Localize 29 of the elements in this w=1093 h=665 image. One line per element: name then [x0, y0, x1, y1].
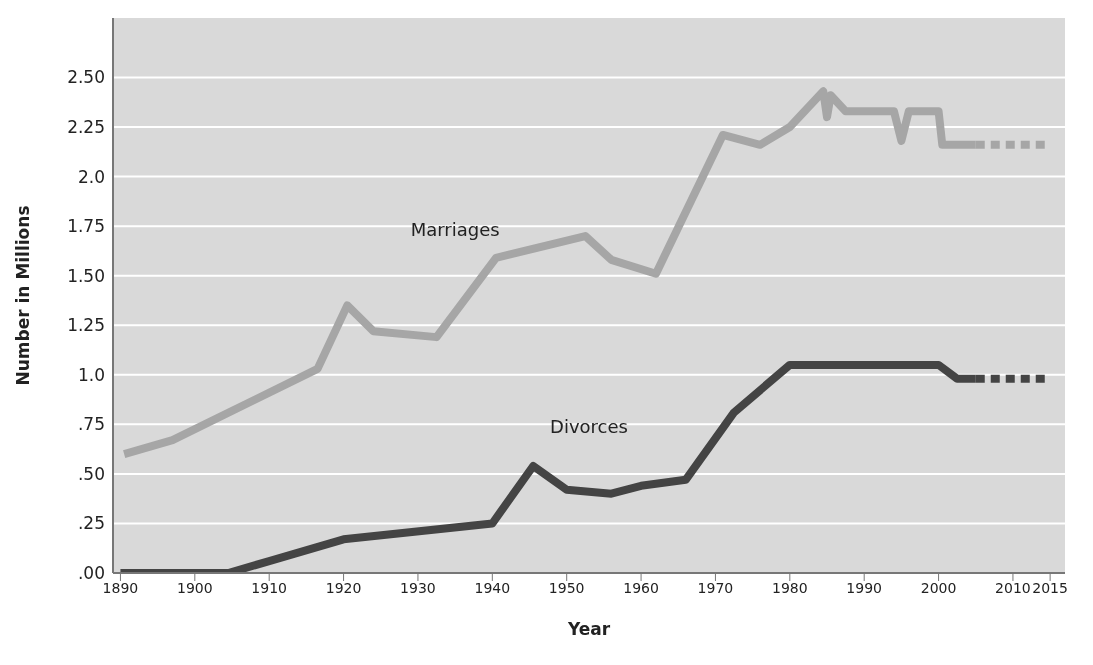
y-tick-label: .75 — [77, 414, 105, 435]
y-tick-label: 1.75 — [67, 216, 105, 237]
y-tick-label: 1.0 — [77, 364, 105, 385]
x-tick-label: 1930 — [400, 579, 436, 596]
y-tick-label: 2.0 — [77, 166, 105, 187]
x-tick-label: 1920 — [325, 579, 362, 596]
y-tick-label: 2.50 — [67, 67, 105, 88]
y-tick-label: 1.50 — [67, 265, 105, 286]
x-tick-label: 2015 — [1032, 579, 1068, 596]
y-tick-label: .00 — [77, 563, 105, 584]
series-label: Marriages — [410, 219, 500, 241]
x-tick-label: 1890 — [102, 579, 139, 596]
x-tick-label: 1950 — [548, 579, 585, 596]
x-tick-label: 1970 — [697, 579, 734, 596]
x-tick-label: 2010 — [995, 579, 1031, 596]
series-label: Divorces — [550, 415, 628, 437]
x-tick-label: 1900 — [176, 579, 213, 596]
y-tick-label: .50 — [77, 463, 105, 484]
x-tick-label: 1980 — [771, 579, 808, 596]
y-tick-label: 1.25 — [67, 315, 105, 336]
x-tick-label: 1940 — [474, 579, 511, 596]
y-axis-title: Number in Millions — [13, 205, 34, 386]
y-tick-label: .25 — [77, 513, 105, 534]
x-tick-label: 1990 — [846, 579, 883, 596]
x-tick-label: 2000 — [920, 579, 957, 596]
x-tick-label: 1910 — [251, 579, 288, 596]
x-tick-label: 1960 — [623, 579, 659, 596]
y-tick-label: 2.25 — [67, 117, 105, 138]
x-axis-title: Year — [566, 619, 611, 639]
